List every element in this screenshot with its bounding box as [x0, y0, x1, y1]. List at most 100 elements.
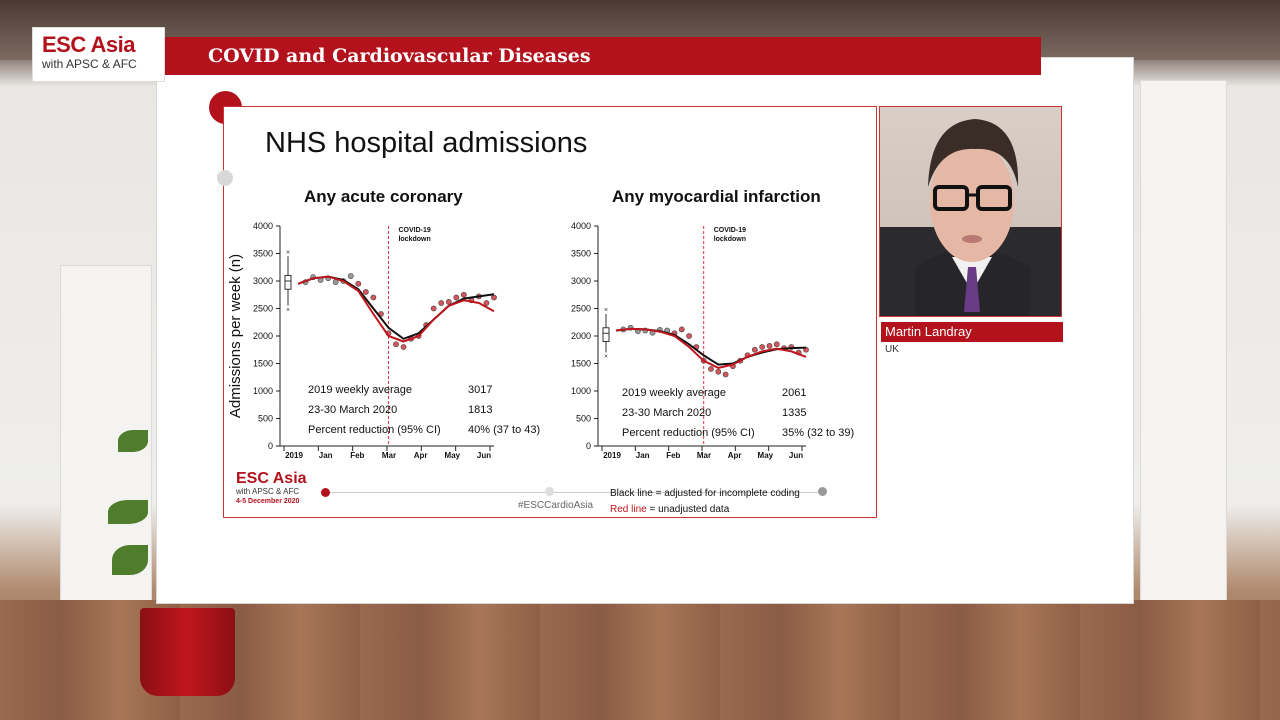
slide-footer-logo: ESC Asia with APSC & AFC 4-5 December 20…: [236, 471, 307, 507]
lockdown-annotation: lockdown: [398, 236, 430, 243]
data-point: [491, 294, 497, 301]
logo-main-text: ESC Asia: [42, 32, 136, 57]
hashtag: #ESCCardioAsia: [518, 500, 594, 511]
box-iqr: [602, 327, 610, 342]
x-tick-label: Jun: [477, 451, 491, 460]
chart-title-myocardial-infarction: Any myocardial infarction: [612, 187, 821, 206]
lockdown-annotation: COVID-19: [398, 227, 430, 234]
y-tick-label: 500: [576, 414, 591, 424]
x-tick-label: Jan: [319, 451, 333, 460]
plant-leaf: [112, 545, 148, 575]
x-tick-label: May: [445, 451, 461, 460]
x-tick-label: Mar: [697, 451, 711, 460]
data-point: [347, 273, 354, 279]
box-max-marker: ×: [286, 249, 290, 256]
data-point: [722, 371, 729, 378]
session-banner: COVID and Cardiovascular Diseases: [165, 37, 1041, 75]
data-point: [759, 344, 766, 350]
x-tick-label: Jan: [636, 451, 650, 460]
x-tick-label: Feb: [350, 451, 364, 460]
stats-value: 2061: [782, 387, 806, 399]
chart-myocardial-infarction: 0 500 1000 1500 2000 2500 3000 3500 4000 2019 Jan F…: [571, 221, 854, 460]
stats-value: 3017: [468, 384, 492, 396]
data-point: [483, 300, 490, 306]
esc-asia-logo: ESC Asia with APSC & AFC: [32, 27, 165, 82]
lockdown-annotation: lockdown: [714, 236, 746, 243]
legend-red-line: Red line = unadjusted data: [610, 504, 729, 515]
footer-dot-grey: [545, 487, 554, 496]
footer-logo-date: 4-5 December 2020: [236, 498, 300, 505]
x-tick-label: Jun: [789, 451, 803, 460]
data-point: [751, 346, 758, 353]
speaker-name: Martin Landray: [885, 324, 972, 339]
x-tick-label: Apr: [728, 451, 742, 460]
y-tick-label: 3500: [253, 249, 273, 259]
data-point: [393, 341, 399, 348]
stats-label: 2019 weekly average: [622, 387, 726, 399]
data-point: [445, 299, 452, 305]
data-point: [400, 344, 407, 350]
legend-red-text: = unadjusted data: [646, 504, 730, 515]
stats-value: 40% (37 to 43): [468, 424, 540, 436]
plant-leaf: [118, 430, 148, 452]
y-tick-label: 3000: [253, 276, 273, 286]
stats-label: 23-30 March 2020: [622, 407, 711, 419]
speaker-video: [879, 106, 1062, 317]
x-tick-label: 2019: [603, 451, 621, 460]
slide-title: NHS hospital admissions: [265, 127, 588, 159]
data-point: [678, 326, 685, 333]
y-tick-label: 1000: [253, 386, 273, 396]
box-max-marker: ×: [604, 307, 608, 314]
y-tick-label: 2000: [571, 331, 591, 341]
stats-value: 35% (32 to 39): [782, 427, 854, 439]
y-tick-label: 3500: [571, 249, 591, 259]
y-tick-label: 4000: [253, 221, 273, 231]
x-tick-label: Apr: [414, 451, 428, 460]
box-min-marker: ×: [286, 307, 290, 314]
speaker-name-bar: Martin Landray: [881, 322, 1063, 342]
studio-wall-panel-right: [1140, 80, 1227, 602]
y-tick-label: 2000: [253, 331, 273, 341]
y-tick-label: 0: [268, 441, 273, 451]
plant-pot: [140, 608, 235, 696]
footer-dot-red: [321, 488, 330, 497]
data-point: [362, 289, 369, 295]
y-tick-label: 2500: [571, 304, 591, 314]
y-tick-label: 1500: [253, 359, 273, 369]
logo-sub-text: with APSC & AFC: [42, 57, 137, 71]
data-point: [430, 305, 437, 312]
stats-label: Percent reduction (95% CI): [308, 424, 441, 436]
data-point: [715, 368, 722, 375]
footer-dot-dark: [818, 487, 827, 496]
box-iqr: [284, 275, 292, 290]
data-point: [355, 280, 362, 287]
stats-label: 2019 weekly average: [308, 384, 412, 396]
data-point: [773, 341, 780, 348]
data-point: [438, 300, 445, 306]
series-line-unadjusted: [297, 275, 495, 343]
footer-line: [324, 492, 824, 493]
footer-logo-sub: with APSC & AFC: [236, 487, 300, 496]
chart-acute-coronary: 0 500 1000 1500 2000 2500 3000 3500 4000 2019 Jan F…: [227, 221, 540, 460]
y-tick-label: 4000: [571, 221, 591, 231]
session-title: COVID and Cardiovascular Diseases: [208, 45, 591, 67]
y-tick-label: 3000: [571, 276, 591, 286]
y-tick-label: 1000: [571, 386, 591, 396]
plant-leaf: [108, 500, 148, 524]
y-tick-label: 0: [586, 441, 591, 451]
y-axis-label: Admissions per week (n): [227, 254, 244, 418]
stats-value: 1813: [468, 404, 492, 416]
data-point: [453, 294, 460, 301]
series-line-unadjusted: [615, 327, 807, 369]
data-point: [766, 342, 773, 349]
x-tick-label: May: [758, 451, 774, 460]
series-line-adjusted: [297, 275, 495, 340]
x-tick-label: 2019: [285, 451, 303, 460]
speaker-portrait: [880, 119, 1061, 316]
x-tick-label: Feb: [666, 451, 680, 460]
x-tick-label: Mar: [382, 451, 396, 460]
data-point: [370, 294, 377, 301]
legend-red-label: Red line: [610, 504, 647, 515]
slide-accent-dot-grey: [217, 170, 233, 186]
data-point: [686, 333, 692, 339]
